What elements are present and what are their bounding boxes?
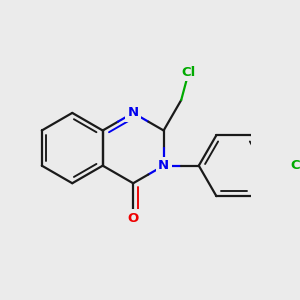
Text: N: N xyxy=(158,159,169,172)
Text: N: N xyxy=(128,106,139,119)
Text: Cl: Cl xyxy=(182,66,196,79)
Text: O: O xyxy=(128,212,139,225)
Text: Cl: Cl xyxy=(290,159,300,172)
